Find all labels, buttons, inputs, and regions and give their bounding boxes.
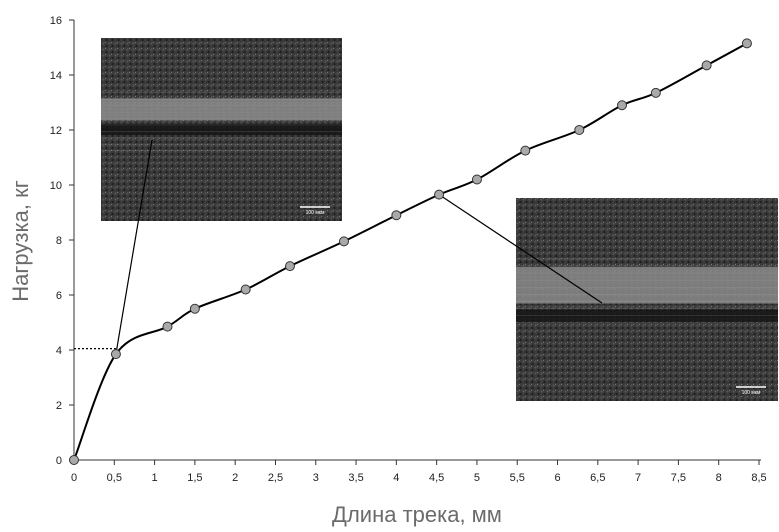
y-tick-label: 0 [56,455,62,467]
data-point [471,174,482,185]
x-tick-label: 1,5 [187,472,202,484]
x-tick-label: 8 [716,472,722,484]
x-tick-label: 2 [232,472,238,484]
x-tick-label: 3,5 [348,472,363,484]
micrograph-right: 100 мкм [438,194,778,401]
x-tick-label: 5,5 [510,472,525,484]
x-tick-label: 0 [71,472,77,484]
data-point [434,189,445,200]
insets: 100 мкм 100 мкм [101,38,778,401]
x-tick-label: 4,5 [429,472,444,484]
data-point [162,321,173,332]
y-tick-label: 12 [50,125,62,137]
data-point [650,87,661,98]
micrograph-band [516,267,778,304]
axes: 0 0,5 1 1,5 2 2,5 3 3,5 4 4,5 5 5,5 6 6,5 7 7,5 8 8,5 0 2 4 6… [50,15,767,484]
data-point [110,349,121,360]
callout-line [115,139,153,355]
x-tick-label: 5 [474,472,480,484]
data-point [574,125,585,135]
micrograph-band [101,98,342,121]
y-tick-label: 2 [56,400,62,412]
data-point [701,60,712,71]
x-tick-label: 6 [554,472,560,484]
y-tick-label: 14 [50,70,62,82]
x-tick-label: 8,5 [751,472,766,484]
y-tick-label: 8 [56,235,62,247]
micrograph-band [101,124,342,135]
x-tick-label: 6,5 [590,472,605,484]
data-point [617,100,627,111]
data-point [741,38,752,49]
data-point [338,236,349,247]
micrograph-band [516,309,778,322]
micrograph-upper-left: 100 мкм [101,38,342,355]
x-tick-label: 0,5 [107,472,122,484]
x-tick-label: 3 [313,472,319,484]
data-point [391,210,402,221]
x-axis-title: Длина трека, мм [332,502,502,527]
x-tick-label: 7,5 [671,472,686,484]
y-tick-label: 6 [56,290,62,302]
x-tick-label: 2,5 [268,472,283,484]
data-point [520,145,531,156]
callout-line [438,194,603,304]
scale-bar-label: 100 мкм [742,390,761,396]
y-axis-title: Нагрузка, кг [8,180,33,301]
y-tick-label: 4 [56,345,62,357]
scale-bar-label: 100 мкм [306,210,325,216]
x-tick-label: 7 [635,472,641,484]
data-point [284,261,295,272]
x-tick-label: 4 [393,472,399,484]
data-point [189,303,200,314]
x-tick-label: 1 [152,472,158,484]
data-point [240,284,251,295]
series-layer [69,38,752,465]
y-tick-label: 10 [50,180,62,192]
data-point [69,455,79,465]
y-tick-label: 16 [50,15,62,27]
